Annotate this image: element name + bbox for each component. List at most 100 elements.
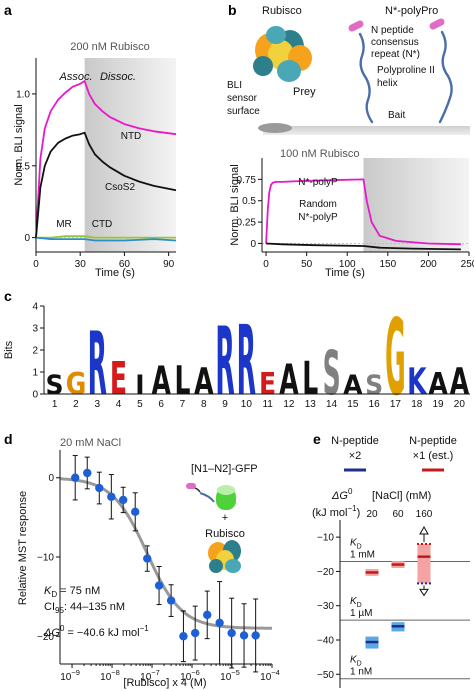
x-tick-label: 10−8 xyxy=(100,668,120,683)
x-tick-label: 10−7 xyxy=(140,668,160,683)
position-label: 11 xyxy=(262,399,273,410)
logo-letter-19: A xyxy=(428,366,448,402)
panel-b-ylabel: Norm. BLI signal xyxy=(229,164,241,245)
panel-e-dg-header: ΔG0 xyxy=(331,487,353,502)
data-point xyxy=(227,628,236,638)
series-random-n-polyp xyxy=(266,242,461,251)
y-tick-label: 0.5 xyxy=(242,196,256,207)
panel-e-legend-1-line1: N-peptide xyxy=(331,435,379,447)
series-label: N*-polyP xyxy=(298,212,338,223)
series-ctd xyxy=(35,236,177,242)
kd-reference-label: KD xyxy=(350,655,362,668)
panel-d-ci: CI95: 44–135 nM xyxy=(44,601,125,615)
position-label: 20 xyxy=(454,399,466,410)
series-label: CsoS2 xyxy=(105,182,135,193)
schematic-consensus-1: N peptide xyxy=(371,25,414,36)
panel-e-legend-1-line2: ×2 xyxy=(349,450,362,462)
nacl-category: 60 xyxy=(392,509,404,520)
position-label: 4 xyxy=(116,399,122,410)
panel-a-ylabel: Norm. BLI signal xyxy=(13,104,25,185)
schematic-construct-label: N*-polyPro xyxy=(385,5,438,17)
data-point xyxy=(215,618,224,627)
series-ntd xyxy=(35,80,177,238)
logo-letter-18: K xyxy=(407,361,428,403)
y-tick-label: 3 xyxy=(32,324,38,335)
position-label: 8 xyxy=(201,399,207,410)
data-point xyxy=(131,507,140,517)
panel-c-ylabel: Bits xyxy=(3,340,15,359)
y-tick-label: 0 xyxy=(24,233,30,244)
series-label: MR xyxy=(56,219,72,230)
panel-d-kd: KD = 75 nM xyxy=(44,585,100,599)
logo-letter-11: E xyxy=(259,366,276,402)
y-tick-label: 0 xyxy=(250,239,256,250)
panel-a-plot: 0 30 60 90 0 0.5 1.0 NTD CsoS2 MR CTD xyxy=(16,58,177,270)
panel-e-nacl-header: [NaCl] (mM) xyxy=(372,490,431,502)
x-tick-label: 0 xyxy=(33,259,39,270)
nacl-category: 160 xyxy=(416,509,433,520)
position-label: 16 xyxy=(369,399,381,410)
position-label: 17 xyxy=(390,399,402,410)
x-tick-label: 30 xyxy=(75,259,87,270)
series-n-polyp xyxy=(265,178,461,246)
position-label: 3 xyxy=(94,399,100,410)
position-label: 19 xyxy=(432,399,444,410)
panel-d: d 20 mM NaCl 0 −10 −20 10−9 10−8 10−7 10−6 10−5… xyxy=(4,431,280,689)
x-tick-label: 10−5 xyxy=(220,668,240,683)
panel-e-legend-2-line1: N-peptide xyxy=(409,435,457,447)
logo-letter-2: G xyxy=(66,366,87,402)
series-label: N*-polyP xyxy=(298,177,338,188)
logo-letter-17: G xyxy=(385,298,406,420)
data-point xyxy=(239,631,249,640)
x-tick-label: 100 xyxy=(339,259,356,270)
x-tick-label: 10−6 xyxy=(180,668,200,683)
data-point xyxy=(83,468,92,478)
schematic-bli-line2: sensor xyxy=(227,93,258,104)
logo-letter-8: A xyxy=(194,361,213,403)
logo-letter-15: A xyxy=(343,370,363,401)
logo-letter-13: L xyxy=(302,352,318,405)
y-tick-label: −10 xyxy=(317,533,334,544)
x-tick-label: 150 xyxy=(379,259,396,270)
panel-e-letter: e xyxy=(313,431,321,447)
schematic-polypro-2: helix xyxy=(377,78,398,89)
panel-a-dissoc-label: Dissoc. xyxy=(100,71,136,83)
series-label: NTD xyxy=(121,131,142,142)
position-label: 10 xyxy=(241,399,253,410)
panel-d-ylabel: Relative MST response xyxy=(17,491,29,605)
y-tick-label: −20 xyxy=(37,632,54,643)
series-label: Random xyxy=(299,199,337,210)
bait-helix-right xyxy=(429,18,453,124)
series-mr xyxy=(36,235,176,239)
schematic-bli-line3: surface xyxy=(227,106,260,117)
rubisco-prey-icon xyxy=(253,26,312,82)
logo-letter-12: A xyxy=(279,356,299,405)
y-tick-label: 0.25 xyxy=(237,218,257,229)
y-tick-label: 2 xyxy=(32,346,38,357)
position-label: 6 xyxy=(158,399,164,410)
range-box xyxy=(417,544,431,584)
panel-d-xlabel: [Rubisco] x 4 (M) xyxy=(123,677,206,689)
x-tick-label: 10−4 xyxy=(260,668,280,683)
schematic-bait-label: Bait xyxy=(388,110,405,121)
x-tick-label: 90 xyxy=(163,259,175,270)
position-label: 2 xyxy=(73,399,79,410)
schematic-consensus-2: consensus xyxy=(371,37,419,48)
schematic-consensus-3: repeat (N*) xyxy=(371,49,420,60)
position-label: 9 xyxy=(222,399,228,410)
position-label: 13 xyxy=(305,399,317,410)
y-tick-label: 0.5 xyxy=(16,161,30,172)
x-tick-label: 10−9 xyxy=(60,668,80,683)
y-tick-label: 0 xyxy=(48,473,54,484)
panel-a-xlabel: Time (s) xyxy=(95,267,135,279)
data-point xyxy=(179,632,188,641)
logo-letter-1: S xyxy=(46,370,64,401)
bait-helix-left xyxy=(348,20,374,124)
panel-b-letter: b xyxy=(228,2,237,18)
panel-e-legend-2-line2: ×1 (est.) xyxy=(413,450,454,462)
gfp-construct-icon xyxy=(186,483,236,510)
